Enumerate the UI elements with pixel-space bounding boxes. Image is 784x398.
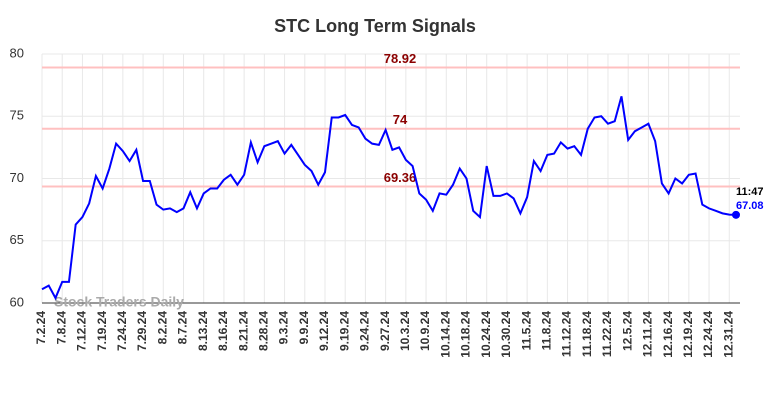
x-tick-label: 10.14.24 [438,311,452,358]
y-tick-label: 80 [10,45,24,60]
watermark: Stock Traders Daily [54,294,184,310]
x-tick-label: 10.24.24 [479,311,493,358]
x-tick-label: 12.19.24 [681,311,695,358]
signal-label: 78.92 [384,51,417,66]
x-tick-label: 9.24.24 [358,311,372,351]
x-tick-label: 8.16.24 [216,311,230,351]
signal-label: 74 [393,112,408,127]
x-tick-label: 11.12.24 [560,311,574,357]
x-tick-label: 7.8.24 [54,311,68,345]
y-tick-label: 60 [10,294,24,309]
x-tick-label: 7.19.24 [95,311,109,351]
x-tick-label: 12.16.24 [661,311,675,358]
x-tick-label: 12.11.24 [641,311,655,357]
x-tick-label: 9.9.24 [297,311,311,345]
x-tick-label: 11.22.24 [600,311,614,357]
x-tick-label: 10.9.24 [418,311,432,351]
x-tick-label: 7.29.24 [135,311,149,351]
last-value: 67.08 [736,200,764,212]
signal-label: 69.36 [384,170,417,185]
last-time: 11:47 [736,186,764,198]
x-tick-label: 12.31.24 [721,311,735,358]
x-tick-label: 11.18.24 [580,311,594,357]
x-tick-label: 9.19.24 [337,311,351,351]
x-tick-label: 9.3.24 [277,311,291,345]
x-tick-label: 12.24.24 [701,311,715,358]
x-tick-label: 8.21.24 [236,311,250,351]
x-tick-label: 7.2.24 [34,311,48,345]
x-tick-label: 9.27.24 [378,311,392,351]
chart-title: STC Long Term Signals [274,16,476,36]
x-tick-label: 7.24.24 [115,311,129,351]
x-tick-label: 11.8.24 [540,311,554,351]
price-line [41,96,737,301]
x-tick-label: 12.5.24 [620,311,634,351]
x-tick-label: 9.12.24 [317,311,331,351]
x-tick-label: 11.5.24 [519,311,533,351]
x-tick-label: 8.2.24 [155,311,169,345]
x-tick-label: 8.13.24 [196,311,210,351]
x-tick-label: 8.28.24 [257,311,271,351]
x-tick-label: 10.30.24 [499,311,513,358]
last-point [732,210,740,219]
x-tick-label: 7.12.24 [75,311,89,351]
x-tick-label: 10.18.24 [459,311,473,358]
x-tick-label: 8.7.24 [176,311,190,345]
y-tick-label: 70 [10,170,24,185]
x-tick-label: 10.3.24 [398,311,412,351]
y-tick-label: 65 [10,232,24,247]
y-tick-label: 75 [10,108,24,123]
